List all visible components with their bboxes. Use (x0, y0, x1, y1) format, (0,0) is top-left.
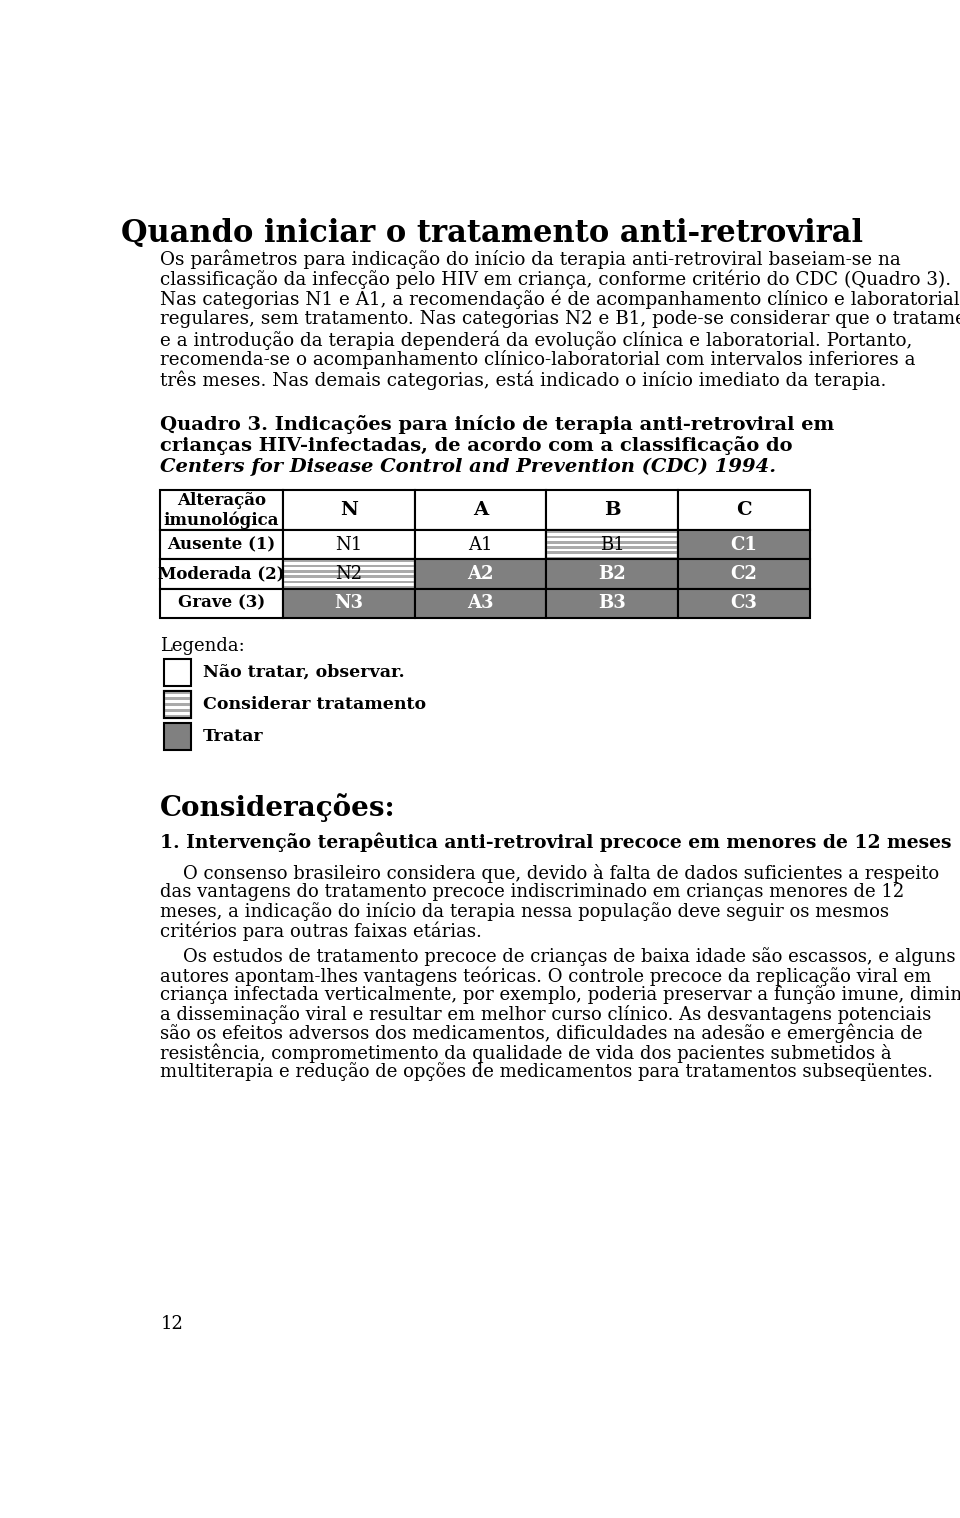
Bar (547, 557, 678, 560)
Text: 1. Intervenção terapêutica anti-retroviral precoce em menores de 12 meses: 1. Intervenção terapêutica anti-retrovir… (160, 833, 951, 852)
Text: Os parâmetros para indicação do início da terapia anti-retroviral baseiam-se na: Os parâmetros para indicação do início d… (160, 250, 901, 269)
Text: são os efeitos adversos dos medicamentos, dificuldades na adesão e emergência de: são os efeitos adversos dos medicamentos… (160, 1023, 923, 1043)
Text: A3: A3 (468, 595, 493, 612)
Bar (165, 715, 190, 718)
Text: N3: N3 (334, 595, 363, 612)
Text: N: N (340, 501, 357, 519)
Bar (678, 560, 809, 589)
Bar (547, 546, 678, 550)
Text: Os estudos de tratamento precoce de crianças de baixa idade são escassos, e algu: Os estudos de tratamento precoce de cria… (160, 947, 956, 965)
Bar (547, 540, 678, 543)
Text: O consenso brasileiro considera que, devido à falta de dados suficientes a respe: O consenso brasileiro considera que, dev… (160, 864, 940, 882)
Bar (283, 586, 414, 589)
Text: Considerações:: Considerações: (160, 792, 396, 821)
Text: B3: B3 (598, 595, 626, 612)
Bar (678, 589, 809, 618)
Text: Grave (3): Grave (3) (178, 595, 265, 612)
Bar (547, 536, 678, 539)
Bar (165, 691, 190, 694)
Text: meses, a indicação do início da terapia nessa população deve seguir os mesmos: meses, a indicação do início da terapia … (160, 902, 889, 921)
Text: criança infectada verticalmente, por exemplo, poderia preservar a função imune, : criança infectada verticalmente, por exe… (160, 985, 960, 1005)
Bar (165, 709, 190, 712)
Text: N2: N2 (335, 565, 362, 583)
Text: C: C (736, 501, 752, 519)
Text: Quando iniciar o tratamento anti-retroviral: Quando iniciar o tratamento anti-retrovi… (121, 217, 863, 249)
Bar (160, 589, 283, 618)
Bar (415, 490, 546, 530)
Text: Nas categorias N1 e A1, a recomendação é de acompanhamento clínico e laboratoria: Nas categorias N1 e A1, a recomendação é… (160, 290, 960, 310)
Text: A1: A1 (468, 536, 492, 554)
Text: Legenda:: Legenda: (160, 638, 245, 656)
Bar (415, 589, 546, 618)
Bar (160, 530, 283, 560)
Bar (160, 560, 283, 589)
Bar (164, 691, 191, 718)
Text: das vantagens do tratamento precoce indiscriminado em crianças menores de 12: das vantagens do tratamento precoce indi… (160, 883, 904, 900)
Bar (283, 589, 415, 618)
Bar (283, 560, 414, 562)
Text: Centers for Disease Control and Prevention (CDC) 1994.: Centers for Disease Control and Preventi… (160, 458, 777, 477)
Text: A2: A2 (468, 565, 493, 583)
Bar (283, 565, 414, 568)
Text: Quadro 3. Indicações para início de terapia anti-retroviral em: Quadro 3. Indicações para início de tera… (160, 414, 834, 434)
Text: Alteração
imunológica: Alteração imunológica (164, 492, 279, 528)
Bar (678, 490, 809, 530)
Text: regulares, sem tratamento. Nas categorias N2 e B1, pode-se considerar que o trat: regulares, sem tratamento. Nas categoria… (160, 310, 960, 328)
Text: resistência, comprometimento da qualidade de vida dos pacientes submetidos à: resistência, comprometimento da qualidad… (160, 1043, 892, 1063)
Bar (547, 530, 678, 533)
Text: C1: C1 (731, 536, 757, 554)
Bar (415, 530, 546, 560)
Bar (415, 560, 546, 589)
Bar (546, 560, 678, 589)
Text: Moderada (2): Moderada (2) (158, 566, 285, 583)
Bar (283, 490, 415, 530)
Bar (546, 589, 678, 618)
Text: Não tratar, observar.: Não tratar, observar. (203, 663, 404, 680)
Text: N1: N1 (335, 536, 362, 554)
Text: C2: C2 (731, 565, 757, 583)
Bar (164, 659, 191, 686)
Bar (283, 560, 415, 589)
Text: C3: C3 (731, 595, 757, 612)
Bar (283, 571, 414, 572)
Text: 12: 12 (160, 1315, 183, 1333)
Text: critérios para outras faixas etárias.: critérios para outras faixas etárias. (160, 921, 482, 941)
Bar (547, 551, 678, 554)
Text: e a introdução da terapia dependerá da evolução clínica e laboratorial. Portanto: e a introdução da terapia dependerá da e… (160, 329, 913, 349)
Text: Tratar: Tratar (203, 729, 264, 745)
Text: a disseminação viral e resultar em melhor curso clínico. As desvantagens potenci: a disseminação viral e resultar em melho… (160, 1005, 931, 1023)
Text: classificação da infecção pelo HIV em criança, conforme critério do CDC (Quadro : classificação da infecção pelo HIV em cr… (160, 270, 951, 290)
Bar (165, 697, 190, 700)
Text: B: B (604, 501, 620, 519)
Bar (678, 530, 809, 560)
Bar (546, 530, 678, 560)
Text: B2: B2 (598, 565, 626, 583)
Bar (165, 703, 190, 706)
Bar (546, 530, 678, 560)
Bar (283, 530, 415, 560)
Bar (283, 581, 414, 583)
Text: B1: B1 (600, 536, 625, 554)
Bar (164, 724, 191, 750)
Text: Considerar tratamento: Considerar tratamento (203, 697, 426, 713)
Bar (164, 691, 191, 718)
Text: autores apontam-lhes vantagens teóricas. O controle precoce da replicação viral : autores apontam-lhes vantagens teóricas.… (160, 965, 931, 985)
Bar (160, 490, 283, 530)
Text: crianças HIV-infectadas, de acordo com a classificação do: crianças HIV-infectadas, de acordo com a… (160, 436, 793, 455)
Text: três meses. Nas demais categorias, está indicado o início imediato da terapia.: três meses. Nas demais categorias, está … (160, 370, 887, 390)
Text: A: A (473, 501, 488, 519)
Text: multiterapia e redução de opções de medicamentos para tratamentos subseqüentes.: multiterapia e redução de opções de medi… (160, 1063, 933, 1081)
Bar (283, 575, 414, 578)
Bar (283, 560, 415, 589)
Text: Ausente (1): Ausente (1) (167, 536, 276, 554)
Bar (546, 490, 678, 530)
Text: recomenda-se o acompanhamento clínico-laboratorial com intervalos inferiores a: recomenda-se o acompanhamento clínico-la… (160, 351, 916, 369)
